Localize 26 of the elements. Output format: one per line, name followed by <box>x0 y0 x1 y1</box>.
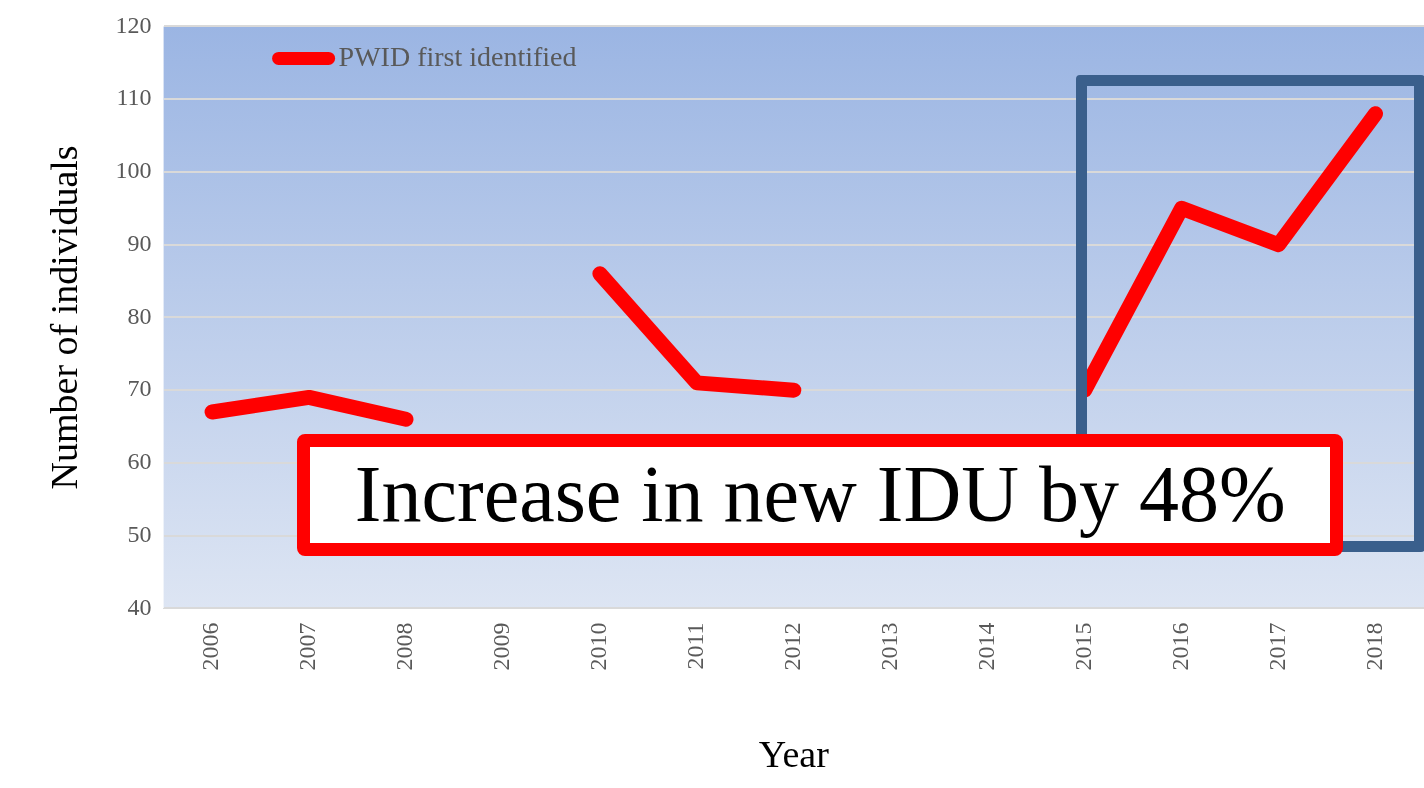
x-tick-label: 2015 <box>1069 622 1096 671</box>
x-tick-label: 2018 <box>1360 622 1387 671</box>
y-tick-label: 40 <box>127 593 152 620</box>
y-tick-label: 70 <box>127 375 152 402</box>
y-tick-label: 120 <box>115 11 152 38</box>
y-tick-label: 100 <box>115 157 152 184</box>
y-tick-label: 50 <box>127 520 152 547</box>
y-tick-label: 90 <box>127 229 152 256</box>
x-tick-label: 2008 <box>391 622 418 671</box>
x-tick-label: 2016 <box>1166 622 1193 671</box>
x-tick-label: 2010 <box>585 622 612 671</box>
x-tick-label: 2009 <box>488 622 515 671</box>
y-tick-label: 60 <box>127 448 152 475</box>
y-tick-label: 110 <box>116 84 152 111</box>
x-tick-label: 2017 <box>1263 622 1290 671</box>
y-tick-label: 80 <box>127 302 152 329</box>
callout-box: Increase in new IDU by 48% <box>297 433 1344 556</box>
x-tick-label: 2006 <box>197 622 224 671</box>
x-tick-label: 2012 <box>779 622 806 671</box>
y-axis-title: Number of individuals <box>42 145 85 490</box>
x-tick-label: 2011 <box>682 622 709 670</box>
legend-label: PWID first identified <box>338 40 577 72</box>
x-axis-title: Year <box>758 733 830 776</box>
x-tick-label: 2014 <box>973 622 999 671</box>
x-tick-label: 2007 <box>294 622 321 671</box>
x-tick-label: 2013 <box>876 622 903 671</box>
